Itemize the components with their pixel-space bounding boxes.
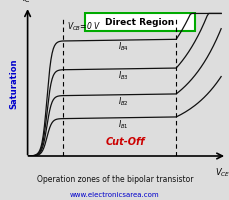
Text: $I_{B3}$: $I_{B3}$ (117, 69, 128, 82)
Text: Cut-Off: Cut-Off (105, 137, 144, 147)
Text: Saturation: Saturation (9, 59, 18, 109)
Text: $I_{B2}$: $I_{B2}$ (117, 95, 128, 108)
Text: $V_{CE}$: $V_{CE}$ (214, 166, 229, 179)
Text: $I_{B1}$: $I_{B1}$ (117, 118, 128, 131)
FancyBboxPatch shape (85, 13, 194, 31)
Text: $I_{B4}$: $I_{B4}$ (117, 40, 128, 53)
Text: Operation zones of the bipolar transistor: Operation zones of the bipolar transisto… (37, 174, 192, 184)
Text: Direct Region: Direct Region (105, 18, 174, 27)
Text: $I_C$: $I_C$ (22, 0, 31, 5)
Text: $V_{CB}$=0 V: $V_{CB}$=0 V (66, 20, 101, 33)
Text: www.electronicsarea.com: www.electronicsarea.com (70, 192, 159, 198)
